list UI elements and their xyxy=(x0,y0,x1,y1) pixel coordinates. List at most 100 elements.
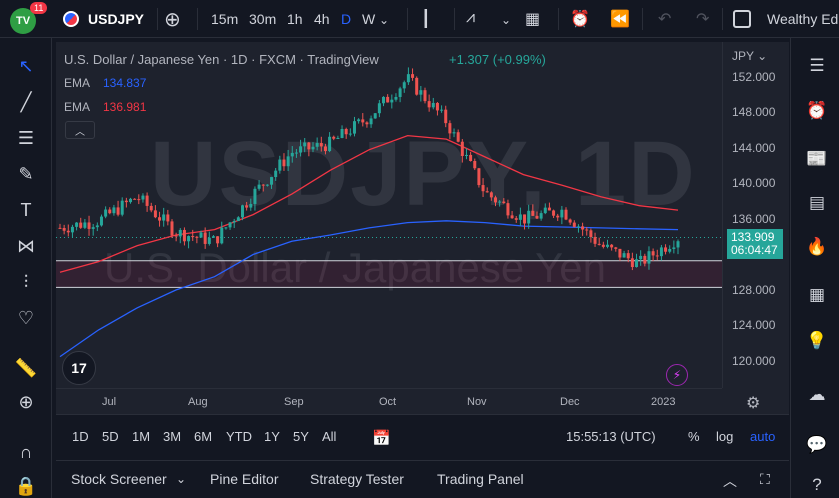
chevron-down-icon[interactable]: ⌄ xyxy=(176,472,187,486)
price-axis[interactable] xyxy=(722,42,789,388)
price-currency[interactable]: JPY ⌄ xyxy=(732,49,768,63)
auto-toggle[interactable]: auto xyxy=(750,429,776,444)
messages-icon[interactable]: 💬 xyxy=(806,435,828,454)
cursor-icon[interactable]: ↖ xyxy=(18,55,34,76)
ideas-icon[interactable]: 💡 xyxy=(806,331,828,350)
range-5d[interactable]: 5D xyxy=(102,429,119,444)
percent-toggle[interactable]: % xyxy=(688,429,700,444)
price-tick: 124.000 xyxy=(732,318,776,332)
time-tick: Jul xyxy=(102,396,117,408)
range-3m[interactable]: 3M xyxy=(163,429,182,444)
legend-collapse-button[interactable]: ︿ xyxy=(65,121,95,139)
interval-4h[interactable]: 4h xyxy=(314,11,330,27)
notification-badge: 11 xyxy=(30,2,48,14)
fib-icon[interactable]: ☰ xyxy=(17,127,35,148)
replay-icon[interactable]: ⏪ xyxy=(610,11,630,28)
interval-1h[interactable]: 1h xyxy=(287,11,303,27)
symbol-search-button[interactable]: USDJPY xyxy=(88,11,145,27)
account-name[interactable]: Wealthy Ed xyxy=(767,11,839,27)
indicators-icon[interactable]: ⩘ xyxy=(466,9,476,26)
checkbox-icon[interactable] xyxy=(733,10,751,28)
magnet-icon[interactable]: ∩ xyxy=(19,441,33,462)
layout-icon[interactable]: ▦ xyxy=(525,11,541,28)
text-icon[interactable]: T xyxy=(20,199,32,220)
help-icon[interactable]: ? xyxy=(812,475,822,494)
bar-countdown: 06:04:47 xyxy=(731,243,778,257)
chart-legend-title[interactable]: U.S. Dollar / Japanese Yen · 1D · FXCM ·… xyxy=(64,52,379,67)
range-1y[interactable]: 1Y xyxy=(264,429,280,444)
hotlist-icon[interactable]: 🔥 xyxy=(806,237,828,256)
price-tick: 144.000 xyxy=(732,141,776,155)
chevron-down-icon[interactable]: ⌄ xyxy=(379,13,390,27)
gear-icon[interactable]: ⚙ xyxy=(746,395,761,412)
range-6m[interactable]: 6M xyxy=(194,429,213,444)
interval-w[interactable]: W xyxy=(362,11,376,27)
range-5y[interactable]: 5Y xyxy=(293,429,309,444)
heart-icon[interactable]: ♡ xyxy=(17,307,35,328)
price-tick: 128.000 xyxy=(732,283,776,297)
divider xyxy=(157,8,158,30)
ema-slow-label[interactable]: EMA xyxy=(64,100,91,114)
range-1d[interactable]: 1D xyxy=(72,429,89,444)
current-price-label: 133.909 06:04:47 xyxy=(727,229,783,259)
divider xyxy=(722,8,723,30)
collapse-panel-icon[interactable]: ︿ xyxy=(723,473,737,489)
top-toolbar: TV 11 USDJPY ⊕ 15m 30m 1h 4h D W ⌄ ┃ ⩘ ⌄… xyxy=(0,0,839,38)
chat-icon[interactable]: ☁ xyxy=(808,385,826,404)
price-tick: 136.000 xyxy=(732,212,776,226)
bottom-panel-bar xyxy=(56,460,789,498)
zoom-icon[interactable]: ⊕ xyxy=(18,391,34,412)
interval-d[interactable]: D xyxy=(341,11,352,27)
forecast-icon[interactable]: ⫶ xyxy=(23,271,29,292)
tab-strategy-tester[interactable]: Strategy Tester xyxy=(310,471,404,487)
time-axis[interactable] xyxy=(56,388,722,414)
price-change: +1.307 (+0.99%) xyxy=(449,52,546,67)
divider xyxy=(407,8,408,30)
brush-icon[interactable]: ✎ xyxy=(18,163,34,184)
bolt-icon[interactable]: ⚡ xyxy=(666,364,688,386)
undo-icon[interactable]: ↶ xyxy=(658,11,672,28)
data-icon[interactable]: ▦ xyxy=(808,285,826,304)
chart-pane[interactable] xyxy=(56,42,789,414)
current-price: 133.909 xyxy=(731,230,775,244)
goto-date-icon[interactable]: 📅 xyxy=(372,430,391,447)
ema-slow-value: 136.981 xyxy=(103,100,147,114)
log-toggle[interactable]: log xyxy=(716,429,734,444)
range-toolbar xyxy=(56,414,789,458)
divider xyxy=(197,8,198,30)
divider xyxy=(642,8,643,30)
news-icon[interactable]: 📰 xyxy=(806,149,828,168)
trendline-icon[interactable]: ╱ xyxy=(20,91,32,112)
chevron-down-icon[interactable]: ⌄ xyxy=(501,13,512,27)
tab-pine-editor[interactable]: Pine Editor xyxy=(210,471,279,487)
candles-icon[interactable]: ┃ xyxy=(421,11,431,28)
time-tick: Oct xyxy=(379,396,397,408)
tab-trading-panel[interactable]: Trading Panel xyxy=(437,471,524,487)
tab-stock-screener[interactable]: Stock Screener xyxy=(71,471,167,487)
pattern-icon[interactable]: ⋈ xyxy=(17,235,35,256)
time-tick: Aug xyxy=(188,396,208,408)
range-ytd[interactable]: YTD xyxy=(226,429,252,444)
widget-toolbar: ☰ ⏰ 📰 ▤ 🔥 ▦ 💡 ☁ 💬 ? xyxy=(790,38,839,498)
divider xyxy=(558,8,559,30)
alert-icon[interactable]: ⏰ xyxy=(570,11,590,28)
interval-30m[interactable]: 30m xyxy=(249,11,277,27)
redo-icon[interactable]: ↷ xyxy=(696,11,710,28)
alarm-icon[interactable]: ⏰ xyxy=(806,101,828,120)
ruler-icon[interactable]: 📏 xyxy=(14,357,38,378)
interval-15m[interactable]: 15m xyxy=(211,11,239,27)
clock-timezone[interactable]: 15:55:13 (UTC) xyxy=(566,429,656,444)
range-all[interactable]: All xyxy=(322,429,337,444)
price-tick: 148.000 xyxy=(732,105,776,119)
maximize-icon[interactable]: ⛶ xyxy=(760,471,770,487)
tradingview-watermark-logo[interactable]: 17 xyxy=(62,351,96,385)
ema-fast-label[interactable]: EMA xyxy=(64,76,91,90)
drawing-toolbar: ↖ ╱ ☰ ✎ T ⋈ ⫶ ♡ 📏 ⊕ ∩ 🔒 xyxy=(0,38,52,498)
compare-add-icon[interactable]: ⊕ xyxy=(164,9,181,31)
price-tick: 140.000 xyxy=(732,176,776,190)
calendar-icon[interactable]: ▤ xyxy=(808,193,826,212)
watchlist-icon[interactable]: ☰ xyxy=(809,56,825,75)
range-1m[interactable]: 1M xyxy=(132,429,151,444)
ema-fast-value: 134.837 xyxy=(103,76,147,90)
lock-icon[interactable]: 🔒 xyxy=(14,475,38,496)
